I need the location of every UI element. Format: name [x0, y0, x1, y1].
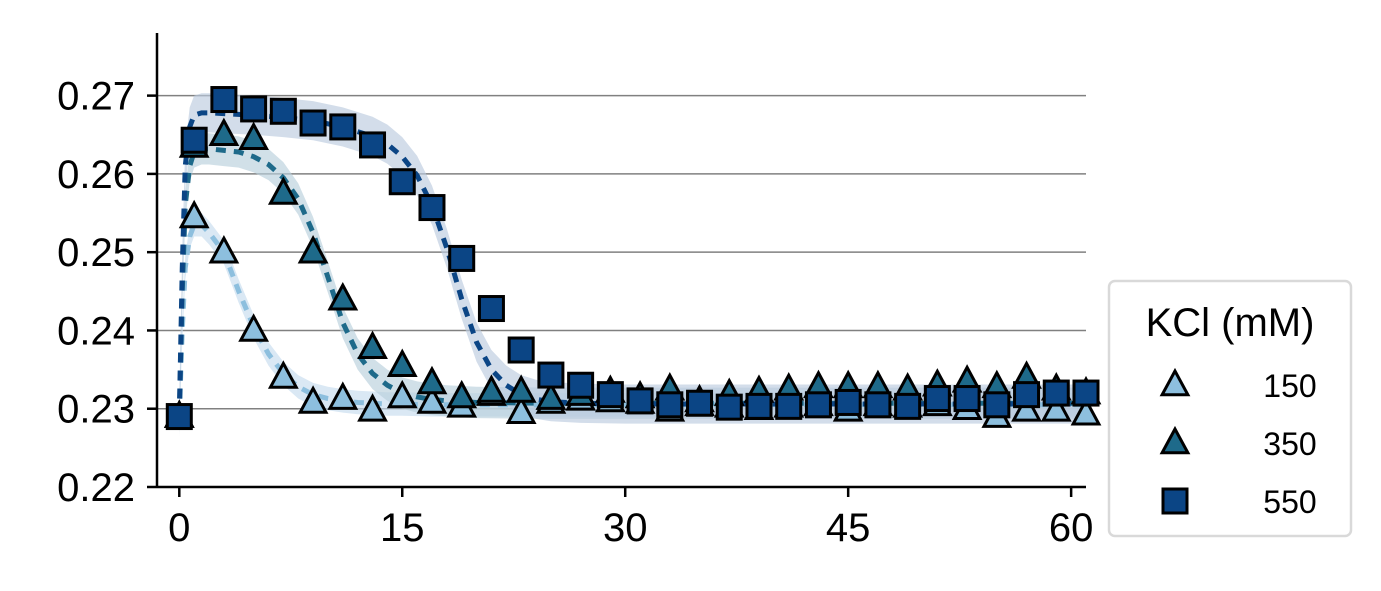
point-550-2 [210, 86, 238, 114]
point-550-16 [626, 387, 654, 415]
point-350-9 [416, 365, 448, 395]
point-350-4 [267, 176, 299, 205]
legend-marker-150 [1159, 367, 1191, 397]
point-550-21 [775, 392, 803, 420]
legend-label-350: 350 [1263, 426, 1316, 462]
legend: KCl (mM) 150 350 550 [1107, 279, 1353, 538]
point-150-5 [297, 385, 329, 414]
point-150-8 [386, 379, 418, 409]
point-550-0 [165, 403, 193, 431]
point-550-6 [329, 113, 357, 141]
y-tick-label: 0.24 [57, 309, 135, 353]
point-150-31 [1070, 397, 1102, 426]
data-points [163, 86, 1102, 431]
point-550-12 [507, 336, 535, 364]
legend-marker-550 [1161, 487, 1189, 515]
y-tick-label: 0.23 [57, 388, 135, 432]
point-550-1 [180, 126, 208, 154]
point-550-7 [359, 131, 387, 159]
point-150-1 [178, 199, 210, 229]
point-550-4 [269, 97, 297, 125]
point-350-7 [357, 330, 388, 359]
point-150-6 [327, 381, 359, 410]
x-tick-label: 60 [1049, 506, 1094, 550]
point-550-13 [537, 361, 565, 389]
point-550-30 [1042, 379, 1070, 407]
point-550-20 [745, 392, 773, 420]
legend-title: KCl (mM) [1146, 301, 1315, 345]
point-550-17 [656, 391, 684, 419]
confidence-bands [179, 93, 1086, 437]
y-tick-label: 0.22 [57, 466, 135, 510]
point-350-8 [386, 348, 418, 377]
legend-label-150: 150 [1263, 368, 1316, 404]
point-550-18 [686, 389, 714, 417]
x-tick-label: 45 [826, 506, 871, 550]
point-150-30 [1040, 393, 1072, 422]
point-550-23 [834, 388, 862, 416]
point-150-9 [416, 385, 448, 414]
point-150-2 [208, 235, 240, 264]
point-150-29 [1011, 393, 1042, 422]
x-tick-label: 15 [380, 506, 425, 550]
point-550-29 [1013, 381, 1041, 409]
legend-marker-350 [1159, 425, 1191, 455]
point-150-4 [267, 360, 299, 389]
point-350-6 [327, 281, 359, 311]
point-550-28 [983, 391, 1011, 419]
point-550-24 [864, 391, 892, 419]
point-150-7 [357, 393, 388, 422]
axes: 0.22 0.23 0.24 0.25 0.26 0.27 0 15 30 45 60 [57, 33, 1093, 550]
point-550-27 [953, 385, 981, 413]
point-550-25 [894, 392, 922, 420]
point-550-3 [240, 95, 268, 123]
point-550-14 [567, 371, 595, 399]
point-550-31 [1072, 379, 1100, 407]
point-550-5 [299, 109, 327, 137]
y-tick-label: 0.26 [57, 153, 135, 197]
point-150-12 [505, 395, 537, 424]
point-350-13 [535, 381, 567, 410]
point-550-9 [418, 194, 446, 222]
fit-curve-350 [176, 146, 1086, 417]
point-550-19 [715, 393, 743, 421]
point-550-10 [448, 244, 476, 272]
point-550-8 [388, 168, 416, 196]
point-550-26 [923, 385, 951, 413]
grid-lines [157, 94, 1086, 410]
legend-frame [1107, 279, 1353, 538]
point-550-22 [804, 391, 832, 419]
point-350-3 [238, 121, 270, 150]
fit-curve-550 [176, 110, 1086, 417]
x-tick-label: 0 [168, 506, 190, 550]
point-350-12 [505, 374, 537, 403]
y-tick-label: 0.25 [57, 231, 135, 275]
x-tick-label: 30 [603, 506, 648, 550]
point-550-15 [596, 381, 624, 409]
series-550 [165, 86, 1100, 431]
fit-curves [176, 110, 1086, 417]
legend-label-550: 550 [1263, 484, 1316, 520]
point-350-10 [446, 379, 478, 409]
point-150-3 [238, 313, 270, 342]
point-550-11 [477, 295, 505, 323]
y-tick-label: 0.27 [57, 75, 135, 119]
point-350-11 [476, 374, 507, 403]
point-350-2 [208, 117, 240, 147]
point-350-5 [297, 235, 329, 264]
